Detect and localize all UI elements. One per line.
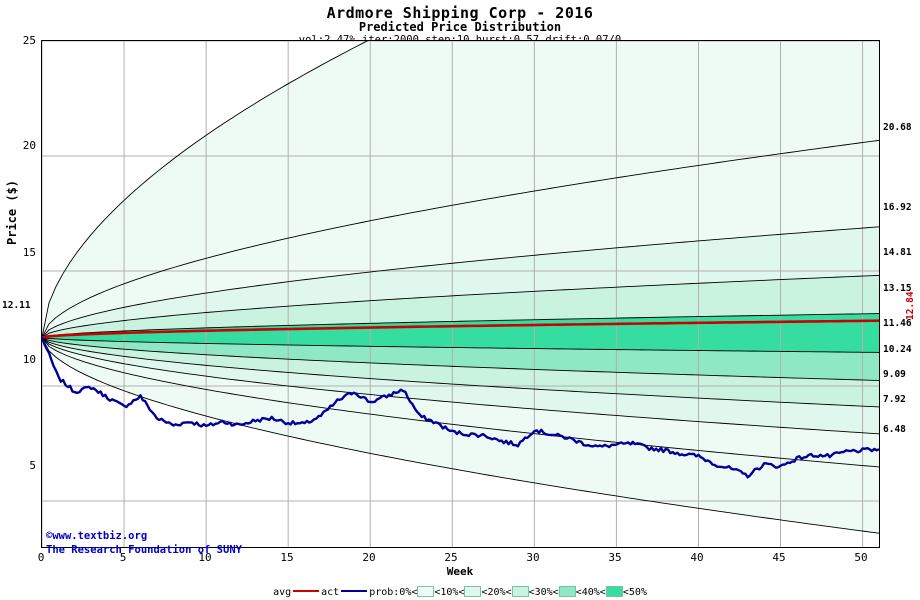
legend-avg-label: avg — [273, 586, 292, 598]
y-tick-15: 15 — [22, 246, 36, 259]
legend-avg-swatch — [293, 590, 320, 592]
right-label-p50: 10.24 — [883, 344, 912, 355]
band-edge-p70 — [42, 313, 879, 338]
band-edge-p20 — [42, 337, 879, 468]
x-tick-45: 45 — [772, 551, 786, 564]
x-tick-10: 10 — [198, 551, 212, 564]
legend-band-20-label: <20%< — [481, 586, 512, 598]
band-edge-p80 — [42, 274, 879, 338]
band-fill-2 — [42, 226, 879, 338]
right-label-avg: 12.84 — [905, 291, 916, 320]
right-label-p20: 6.48 — [883, 424, 906, 435]
series-act — [42, 336, 879, 479]
right-label-p60: 11.46 — [883, 318, 912, 329]
legend-band-10-label: <10%< — [434, 586, 465, 598]
band-fill-1 — [42, 140, 879, 338]
legend: avg act prob:0%< <10%< <20%< <30%< <40%< <50% — [0, 586, 920, 598]
right-label-p80: 14.81 — [883, 247, 912, 258]
right-label-p100: 20.68 — [883, 122, 912, 133]
band-edge-p50 — [42, 337, 879, 381]
x-tick-15: 15 — [280, 551, 294, 564]
x-tick-35: 35 — [608, 551, 622, 564]
y-tick-25: 25 — [22, 34, 36, 47]
band-fill-3 — [42, 275, 879, 338]
right-label-p70: 13.15 — [883, 283, 912, 294]
right-label-p90: 16.92 — [883, 202, 912, 213]
band-edge-p100 — [42, 139, 879, 338]
band-edge-oHi — [42, 41, 369, 338]
chart-title: Ardmore Shipping Corp - 2016 — [326, 4, 594, 22]
band-fill-9 — [42, 337, 879, 534]
legend-act-label: act — [321, 586, 340, 598]
band-edge-p40 — [42, 337, 879, 408]
plot-area — [41, 40, 880, 548]
series-avg — [42, 319, 879, 339]
x-tick-40: 40 — [690, 551, 704, 564]
start-price-label: 12.11 — [2, 300, 31, 311]
band-fill-6 — [42, 337, 879, 407]
y-tick-10: 10 — [22, 353, 36, 366]
legend-band-40-label: <40%< — [575, 586, 606, 598]
band-fill-5 — [42, 337, 879, 381]
y-tick-20: 20 — [22, 139, 36, 152]
right-label-p40: 9.09 — [883, 369, 906, 380]
band-edge-p30 — [42, 337, 879, 435]
x-tick-50: 50 — [854, 551, 868, 564]
legend-band-40-swatch — [558, 586, 576, 597]
x-tick-0: 0 — [37, 551, 45, 564]
x-axis-title: Week — [446, 565, 474, 578]
chart-subtitle: Predicted Price Distribution — [358, 20, 562, 34]
legend-band-20-swatch — [464, 586, 482, 597]
band-fill-8 — [42, 337, 879, 467]
band-fill-0 — [42, 41, 879, 338]
x-tick-25: 25 — [444, 551, 458, 564]
legend-band-50-label: <50% — [622, 586, 647, 598]
right-label-p30: 7.92 — [883, 394, 906, 405]
legend-band-10-swatch — [417, 586, 435, 597]
watermark-site: ©www.textbiz.org — [46, 530, 148, 542]
legend-band-30-label: <30%< — [528, 586, 559, 598]
y-axis-title: Price ($) — [5, 179, 19, 245]
x-tick-30: 30 — [526, 551, 540, 564]
y-tick-5: 5 — [29, 459, 36, 472]
legend-prob-label: prob:0%< — [369, 586, 418, 598]
legend-band-50-swatch — [605, 586, 623, 597]
x-tick-5: 5 — [119, 551, 127, 564]
legend-band-30-swatch — [511, 586, 529, 597]
band-edge-oLo — [42, 337, 879, 534]
plot-svg — [42, 41, 879, 547]
legend-act-swatch — [341, 590, 368, 592]
watermark-org: The Research Foundation of SUNY — [46, 544, 242, 556]
band-edge-p90 — [42, 226, 879, 338]
x-tick-20: 20 — [362, 551, 376, 564]
band-edge-p60 — [42, 337, 879, 353]
